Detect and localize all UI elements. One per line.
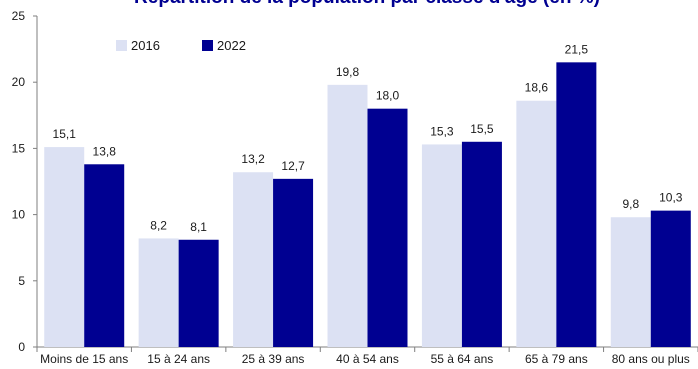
data-label: 18,0	[376, 89, 400, 103]
y-tick-label: 20	[12, 75, 26, 89]
bar-2022	[461, 141, 502, 347]
data-label: 9,8	[622, 197, 639, 211]
bar-2022	[650, 210, 691, 347]
y-axis: 0 5 10 15 20 25	[12, 9, 38, 354]
data-labels: 15,1 13,8 8,2 8,1 13,2 12,7 19,8 18,0 15,3 15,5 18…	[53, 42, 683, 233]
x-tick-label: Moins de 15 ans	[40, 352, 128, 366]
bar-2016	[44, 147, 85, 347]
data-label: 8,1	[190, 220, 207, 234]
y-tick-label: 0	[18, 340, 25, 354]
bar-2022	[556, 62, 597, 348]
bar-2022	[367, 108, 408, 348]
data-label: 18,6	[525, 81, 549, 95]
data-label: 15,5	[470, 122, 494, 136]
y-tick-label: 25	[12, 9, 26, 23]
data-label: 13,8	[93, 144, 117, 158]
legend-label-2022: 2022	[217, 38, 246, 53]
legend: 2016 2022	[116, 38, 246, 53]
data-label: 12,7	[281, 159, 305, 173]
data-label: 21,5	[565, 42, 589, 56]
data-label: 10,3	[659, 191, 683, 205]
legend-swatch-2016	[116, 40, 127, 51]
bar-2016	[610, 217, 651, 347]
bar-2022	[273, 178, 314, 347]
legend-label-2016: 2016	[131, 38, 160, 53]
bar-2016	[327, 84, 368, 348]
data-label: 13,2	[241, 152, 265, 166]
bar-2016	[233, 172, 274, 347]
x-tick-label: 25 à 39 ans	[242, 352, 305, 366]
chart-title: Répartition de la population par classe …	[134, 0, 600, 8]
y-tick-label: 5	[18, 274, 25, 288]
x-tick-label: 55 à 64 ans	[431, 352, 494, 366]
legend-swatch-2022	[202, 40, 213, 51]
data-label: 19,8	[336, 65, 360, 79]
x-tick-label: 80 ans ou plus	[612, 352, 690, 366]
bar-2016	[138, 238, 179, 347]
bars	[44, 62, 691, 348]
x-tick-label: 65 à 79 ans	[525, 352, 588, 366]
y-tick-label: 10	[12, 208, 26, 222]
data-label: 15,3	[430, 124, 454, 138]
data-label: 8,2	[150, 218, 167, 232]
x-axis: Moins de 15 ans 15 à 24 ans 25 à 39 ans 40 …	[36, 346, 698, 366]
bar-2022	[84, 164, 125, 347]
x-tick-label: 15 à 24 ans	[147, 352, 210, 366]
bar-2022	[178, 239, 219, 347]
x-tick-label: 40 à 54 ans	[336, 352, 399, 366]
y-tick-label: 15	[12, 141, 26, 155]
bar-2016	[421, 144, 462, 347]
bar-2016	[516, 100, 557, 348]
data-label: 15,1	[53, 127, 77, 141]
